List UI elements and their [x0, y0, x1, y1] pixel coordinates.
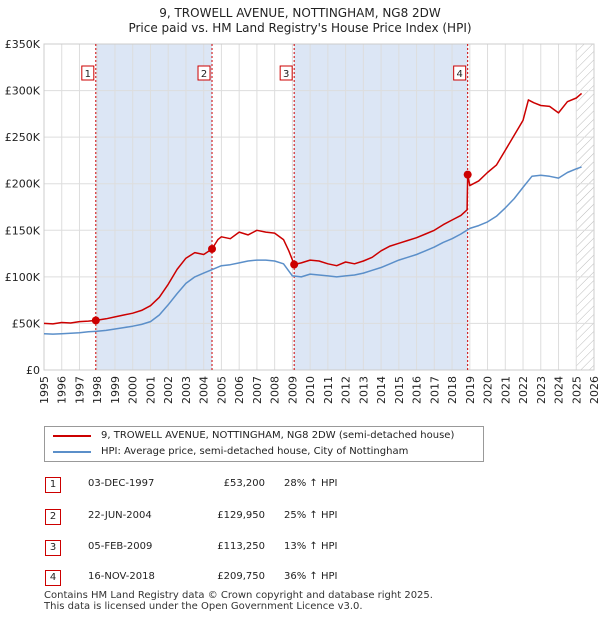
sale-point	[463, 170, 472, 179]
legend-label-hpi: HPI: Average price, semi-detached house,…	[101, 446, 409, 457]
x-tick-label: 2002	[162, 376, 175, 404]
x-axis-ticks: 1995 1996 1997 1998 1999 2000 2001 2002 2003 2004…	[38, 376, 600, 404]
y-tick-label: £50K	[12, 317, 41, 330]
x-tick-label: 2016	[411, 376, 424, 404]
shaded-periods	[44, 44, 594, 370]
plot-border	[43, 43, 595, 371]
transaction-date: 22-JUN-2004	[88, 510, 152, 521]
x-tick-label: 2003	[180, 376, 193, 404]
y-axis-ticks: £0 £50K £100K £150K £200K £250K £300K £350K	[5, 38, 41, 377]
title-address: 9, TROWELL AVENUE, NOTTINGHAM, NG8 2DW	[159, 6, 441, 20]
x-tick-label: 1998	[91, 376, 104, 404]
series-lines	[43, 92, 583, 335]
x-tick-label: 2018	[446, 376, 459, 404]
transaction-date: 03-DEC-1997	[88, 478, 155, 489]
price-chart: 1 2 3 4 £0 £50K £100K £150K £200K £250K £300K £350…	[5, 38, 600, 404]
transaction-hpi-change: 36% ↑ HPI	[284, 571, 338, 582]
x-tick-label: 2021	[499, 376, 512, 404]
y-tick-label: £100K	[5, 271, 41, 284]
x-tick-label: 2012	[340, 376, 353, 404]
x-tick-label: 2022	[517, 376, 530, 404]
sale-marker-label: 1	[85, 69, 91, 80]
x-tick-label: 2014	[375, 376, 388, 404]
chart-title: 9, TROWELL AVENUE, NOTTINGHAM, NG8 2DW P…	[0, 6, 600, 36]
transaction-price: £53,200	[223, 478, 265, 489]
future-hatch	[576, 44, 594, 370]
transaction-row: 1 03-DEC-1997 £53,200 28% ↑ HPI	[0, 475, 600, 497]
x-tick-label: 2024	[553, 376, 566, 404]
sale-point	[208, 244, 217, 253]
x-tick-label: 2006	[233, 376, 246, 404]
x-tick-label: 1997	[73, 376, 86, 404]
x-tick-label: 2011	[322, 376, 335, 404]
grid	[43, 43, 595, 371]
transaction-row: 3 05-FEB-2009 £113,250 13% ↑ HPI	[0, 538, 600, 560]
transaction-price: £129,950	[217, 510, 265, 521]
x-tick-label: 2005	[215, 376, 228, 404]
x-tick-label: 2009	[286, 376, 299, 404]
transaction-price: £113,250	[217, 541, 265, 552]
series-line-hpi	[43, 166, 582, 335]
y-tick-label: £150K	[5, 224, 41, 237]
transaction-hpi-change: 28% ↑ HPI	[284, 478, 338, 489]
y-tick-label: £200K	[5, 178, 41, 191]
sale-markers: 1 2 3 4	[81, 44, 469, 370]
transaction-hpi-change: 25% ↑ HPI	[284, 510, 338, 521]
legend-swatch-property	[53, 435, 91, 437]
y-tick-label: £350K	[5, 38, 41, 51]
x-tick-label: 2026	[588, 376, 600, 404]
sale-marker-label: 2	[201, 69, 207, 80]
sale-marker-box	[279, 65, 293, 81]
transaction-date: 05-FEB-2009	[88, 541, 153, 552]
transaction-price: £209,750	[217, 571, 265, 582]
legend-swatch-hpi	[53, 451, 91, 453]
shaded-period	[95, 44, 213, 370]
transaction-hpi-change: 13% ↑ HPI	[284, 541, 338, 552]
x-tick-label: 2019	[464, 376, 477, 404]
legend-label-property: 9, TROWELL AVENUE, NOTTINGHAM, NG8 2DW (…	[101, 430, 455, 441]
future-hatch-area	[576, 44, 594, 370]
x-tick-label: 2020	[482, 376, 495, 404]
y-tick-label: £0	[26, 364, 40, 377]
sale-point	[290, 260, 299, 269]
transaction-date: 16-NOV-2018	[88, 571, 155, 582]
transaction-number: 2	[45, 509, 61, 525]
x-tick-label: 2007	[251, 376, 264, 404]
x-tick-label: 1996	[56, 376, 69, 404]
footer-copyright: Contains HM Land Registry data © Crown c…	[44, 590, 433, 601]
footer-licence: This data is licensed under the Open Gov…	[44, 601, 363, 612]
x-tick-label: 1995	[38, 376, 51, 404]
sale-marker-label: 3	[283, 69, 289, 80]
legend: 9, TROWELL AVENUE, NOTTINGHAM, NG8 2DW (…	[44, 426, 484, 462]
footer: Contains HM Land Registry data © Crown c…	[44, 590, 433, 612]
sale-marker-box	[453, 65, 467, 81]
x-tick-label: 1999	[109, 376, 122, 404]
sale-marker-box	[197, 65, 211, 81]
transaction-row: 2 22-JUN-2004 £129,950 25% ↑ HPI	[0, 507, 600, 529]
transaction-number: 3	[45, 540, 61, 556]
x-tick-label: 2000	[127, 376, 140, 404]
x-tick-label: 2023	[535, 376, 548, 404]
sale-marker-label: 4	[456, 69, 462, 80]
x-tick-label: 2017	[428, 376, 441, 404]
sale-point	[91, 316, 100, 325]
x-tick-label: 2008	[269, 376, 282, 404]
y-tick-label: £300K	[5, 85, 41, 98]
transaction-number: 1	[45, 477, 61, 493]
y-tick-label: £250K	[5, 131, 41, 144]
transaction-number: 4	[45, 570, 61, 586]
title-subtitle: Price paid vs. HM Land Registry's House …	[128, 21, 472, 35]
series-line-property	[43, 92, 583, 325]
x-tick-label: 2004	[198, 376, 211, 404]
transaction-row: 4 16-NOV-2018 £209,750 36% ↑ HPI	[0, 568, 600, 590]
x-tick-label: 2025	[570, 376, 583, 404]
x-tick-label: 2013	[357, 376, 370, 404]
x-tick-label: 2015	[393, 376, 406, 404]
sale-marker-box	[81, 65, 95, 81]
x-tick-label: 2001	[144, 376, 157, 404]
x-tick-label: 2010	[304, 376, 317, 404]
